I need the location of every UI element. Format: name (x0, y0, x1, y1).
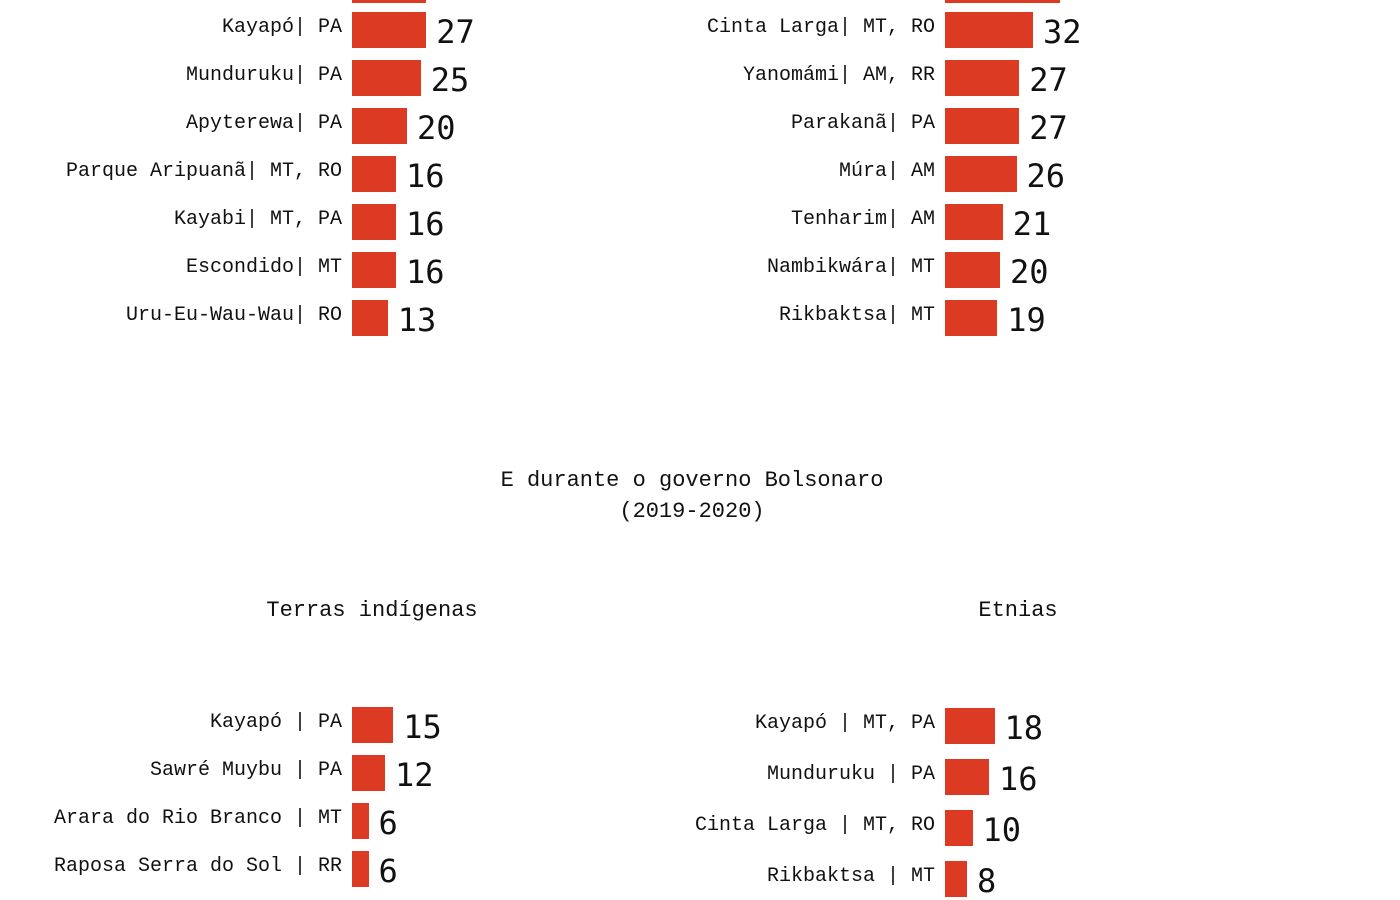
category-label: Nambikwára| MT (766, 256, 935, 279)
value-label: 25 (430, 61, 470, 99)
bar-mark-cropped (352, 0, 426, 3)
category-label: Rikbaktsa| MT (778, 304, 935, 327)
chart-title-etnias: Etnias (978, 598, 1058, 623)
category-label: Sawré Muybu | PA (149, 759, 342, 782)
value-label: 32 (1043, 13, 1082, 51)
category-label: Cinta Larga| MT, RO (706, 16, 935, 39)
section-title-line1: E durante o governo Bolsonaro (500, 468, 884, 493)
value-label: 12 (395, 756, 434, 794)
bar-mark (352, 252, 396, 288)
value-label: 18 (1004, 709, 1044, 747)
value-label: 13 (397, 301, 437, 339)
bar-mark (352, 707, 394, 743)
value-label: 16 (406, 253, 445, 291)
value-label: 6 (378, 804, 398, 842)
bar-mark (945, 810, 973, 846)
bar-mark (945, 861, 967, 897)
value-label: 10 (982, 811, 1022, 849)
value-label: 16 (406, 205, 445, 243)
bar-mark (352, 755, 385, 791)
category-label: Yanomámi| AM, RR (742, 64, 935, 87)
category-label: Kayapó | MT, PA (754, 712, 935, 735)
value-label: 26 (1026, 157, 1066, 195)
bar-mark (945, 204, 1003, 240)
value-label: 15 (403, 708, 442, 746)
value-label: 20 (1010, 253, 1049, 291)
value-label: 8 (977, 862, 997, 900)
bar-mark (352, 108, 407, 144)
bar-mark (945, 12, 1033, 48)
category-label: Kayabi| MT, PA (173, 208, 342, 231)
bar-mark (945, 108, 1020, 144)
value-label: 27 (1029, 109, 1068, 147)
bar-mark (352, 156, 396, 192)
bar-mark (945, 300, 998, 336)
bar-mark (352, 300, 388, 336)
category-label: Parakanã| PA (790, 112, 935, 135)
bar-mark (352, 204, 396, 240)
value-label: 19 (1007, 301, 1046, 339)
category-label: Apyterewa| PA (185, 112, 342, 135)
category-label: Tenharim| AM (790, 208, 935, 231)
category-label: Uru-Eu-Wau-Wau| RO (125, 304, 342, 327)
value-label: 16 (406, 157, 445, 195)
bar-mark (352, 851, 369, 887)
bar-mark (945, 252, 1000, 288)
category-label: Rikbaktsa | MT (766, 865, 935, 888)
category-label: Cinta Larga | MT, RO (694, 814, 935, 837)
value-label: 27 (436, 13, 475, 51)
value-label: 27 (1029, 61, 1068, 99)
value-label: 20 (417, 109, 456, 147)
bar-mark (945, 708, 995, 744)
bar-mark (945, 60, 1020, 96)
bar-mark (945, 156, 1017, 192)
value-label: 6 (378, 852, 398, 890)
bar-mark (352, 60, 421, 96)
category-label: Kayapó| PA (221, 16, 342, 39)
bar-mark (945, 759, 989, 795)
category-label: Raposa Serra do Sol | RR (53, 855, 342, 878)
category-label: Kayapó | PA (209, 711, 342, 734)
bar-mark (352, 12, 427, 48)
section-title-line2: (2019-2020) (619, 499, 765, 524)
value-label: 16 (999, 760, 1038, 798)
category-label: Arara do Rio Branco | MT (53, 807, 342, 830)
category-label: Munduruku| PA (185, 64, 342, 87)
category-label: Munduruku | PA (766, 763, 935, 786)
bar-mark-cropped (945, 0, 1060, 3)
chart-title-terras-indigenas: Terras indígenas (266, 598, 478, 623)
category-label: Múra| AM (838, 160, 935, 183)
bar-mark (352, 803, 369, 839)
category-label: Parque Aripuanã| MT, RO (65, 160, 342, 183)
value-label: 21 (1012, 205, 1052, 243)
category-label: Escondido| MT (185, 256, 342, 279)
